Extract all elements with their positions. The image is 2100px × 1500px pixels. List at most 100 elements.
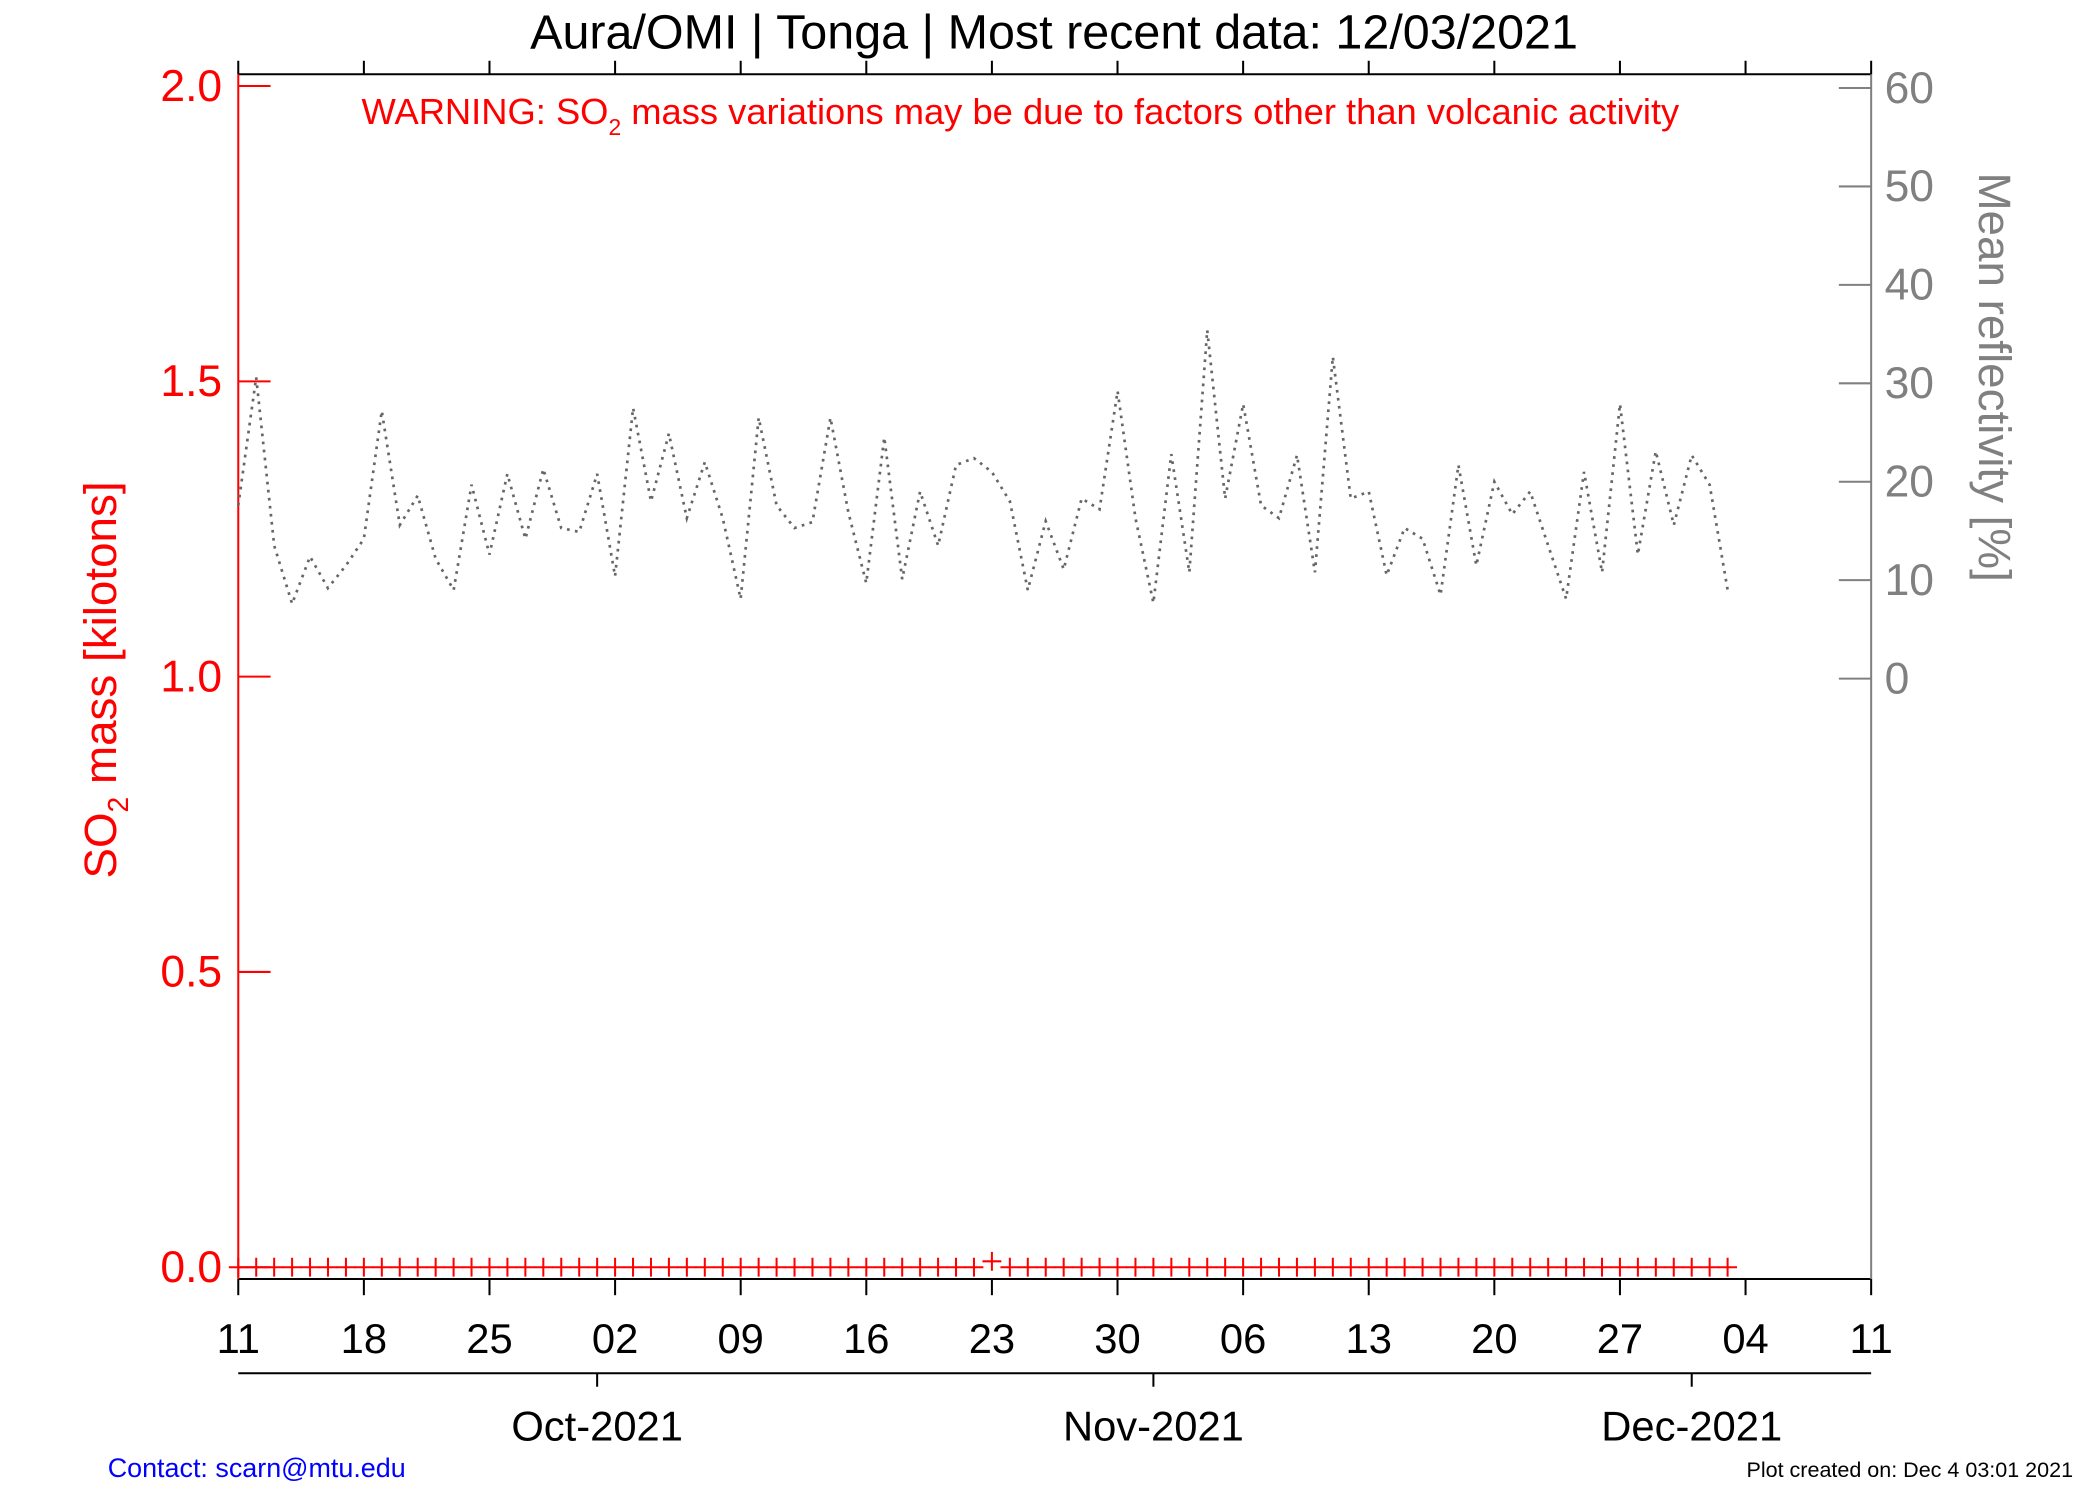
so2-marker — [1520, 1257, 1540, 1277]
so2-marker — [1664, 1257, 1684, 1277]
so2-marker — [1215, 1257, 1235, 1277]
so2-marker — [1718, 1257, 1738, 1277]
so2-marker — [1179, 1257, 1199, 1277]
so2-marker — [623, 1257, 643, 1277]
so2-marker — [838, 1257, 858, 1277]
y-axis-label: SO2 mass [kilotons] — [75, 481, 134, 878]
y2-tick-label: 40 — [1885, 261, 1934, 310]
so2-marker — [1610, 1257, 1630, 1277]
so2-marker — [856, 1257, 876, 1277]
warning-sub: 2 — [608, 114, 621, 140]
so2-marker — [1628, 1257, 1648, 1277]
x-tick-label: 09 — [717, 1315, 763, 1362]
so2-marker — [641, 1257, 661, 1277]
y-tick-label: 2.0 — [160, 62, 222, 111]
so2-marker — [515, 1257, 535, 1277]
month-label: Oct-2021 — [511, 1403, 683, 1450]
so2-marker — [820, 1257, 840, 1277]
y-tick-label: 1.0 — [160, 652, 222, 701]
so2-marker — [1502, 1257, 1522, 1277]
so2-marker — [1108, 1257, 1127, 1277]
y2-tick-label: 10 — [1885, 556, 1934, 605]
x-tick-label: 20 — [1471, 1315, 1517, 1362]
so2-marker — [426, 1257, 446, 1277]
so2-marker — [372, 1257, 392, 1277]
y-label-text: SO — [75, 812, 126, 878]
so2-marker — [874, 1257, 894, 1277]
so2-marker — [318, 1257, 338, 1277]
x-tick-label: 06 — [1220, 1315, 1266, 1362]
so2-marker — [1233, 1257, 1253, 1277]
so2-marker — [1538, 1257, 1558, 1277]
y2-tick-label: 0 — [1885, 654, 1910, 703]
so2-marker — [910, 1257, 930, 1277]
x-tick-label: 11 — [1849, 1315, 1892, 1362]
x-tick-label: 04 — [1722, 1315, 1768, 1362]
so2-marker — [1431, 1257, 1450, 1277]
so2-marker — [767, 1257, 787, 1277]
so2-marker — [749, 1257, 769, 1277]
month-label: Nov-2021 — [1063, 1403, 1244, 1450]
so2-marker — [1700, 1257, 1720, 1277]
so2-marker — [1377, 1257, 1397, 1277]
so2-marker — [731, 1257, 751, 1277]
x-tick-label: 25 — [466, 1315, 512, 1362]
so2-marker — [1413, 1257, 1432, 1277]
y2-axis-label: Mean reflectivity [%] — [1969, 172, 2020, 581]
y-tick-label: 1.5 — [160, 357, 222, 406]
so2-marker — [390, 1257, 410, 1277]
y2-tick-label: 30 — [1885, 359, 1934, 408]
so2-marker — [1161, 1257, 1181, 1277]
y-label-text: mass [kilotons] — [75, 481, 126, 796]
so2-marker — [1323, 1257, 1343, 1277]
so2-marker — [677, 1257, 697, 1277]
so2-marker — [928, 1257, 948, 1277]
so2-marker — [892, 1257, 912, 1277]
so2-marker — [282, 1257, 302, 1277]
y2-tick-label: 60 — [1885, 64, 1934, 113]
so2-marker — [1646, 1257, 1666, 1277]
so2-marker — [462, 1257, 481, 1277]
so2-marker — [354, 1257, 374, 1277]
chart-title: Aura/OMI | Tonga | Most recent data: 12/… — [530, 6, 1578, 60]
so2-marker — [480, 1257, 499, 1277]
so2-marker — [336, 1257, 356, 1277]
y-tick-label: 0.0 — [160, 1243, 222, 1292]
so2-marker — [228, 1257, 248, 1277]
so2-marker — [605, 1257, 625, 1277]
so2-marker — [785, 1257, 804, 1277]
so2-marker — [695, 1257, 715, 1277]
so2-marker — [1682, 1257, 1702, 1277]
so2-marker — [803, 1257, 822, 1277]
so2-marker — [1395, 1257, 1415, 1277]
so2-marker — [1269, 1257, 1289, 1277]
x-tick-label: 13 — [1346, 1315, 1392, 1362]
so2-marker — [246, 1257, 266, 1277]
x-tick-label: 11 — [217, 1315, 260, 1362]
so2-marker — [1000, 1257, 1020, 1277]
so2-marker — [713, 1257, 733, 1277]
y2-tick-label: 20 — [1885, 458, 1934, 507]
so2-marker — [569, 1257, 589, 1277]
so2-marker — [946, 1257, 966, 1277]
y-tick-label: 0.5 — [160, 948, 222, 997]
so2-marker — [587, 1257, 607, 1277]
so2-marker — [264, 1257, 284, 1277]
so2-marker — [1466, 1257, 1486, 1277]
so2-marker — [1556, 1257, 1576, 1277]
so2-marker — [1197, 1257, 1217, 1277]
warning-text: mass variations may be due to factors ot… — [621, 91, 1680, 132]
so2-marker — [551, 1257, 571, 1277]
so2-marker — [1287, 1257, 1307, 1277]
y2-tick-label: 50 — [1885, 162, 1934, 211]
x-tick-label: 30 — [1094, 1315, 1140, 1362]
so2-marker — [1341, 1257, 1361, 1277]
so2-marker — [1054, 1257, 1074, 1277]
so2-marker — [1251, 1257, 1271, 1277]
created-note: Plot created on: Dec 4 03:01 2021 — [1747, 1458, 2074, 1482]
x-tick-label: 18 — [341, 1315, 387, 1362]
warning: WARNING: SO2 mass variations may be due … — [362, 91, 1681, 140]
so2-marker — [1090, 1257, 1109, 1277]
